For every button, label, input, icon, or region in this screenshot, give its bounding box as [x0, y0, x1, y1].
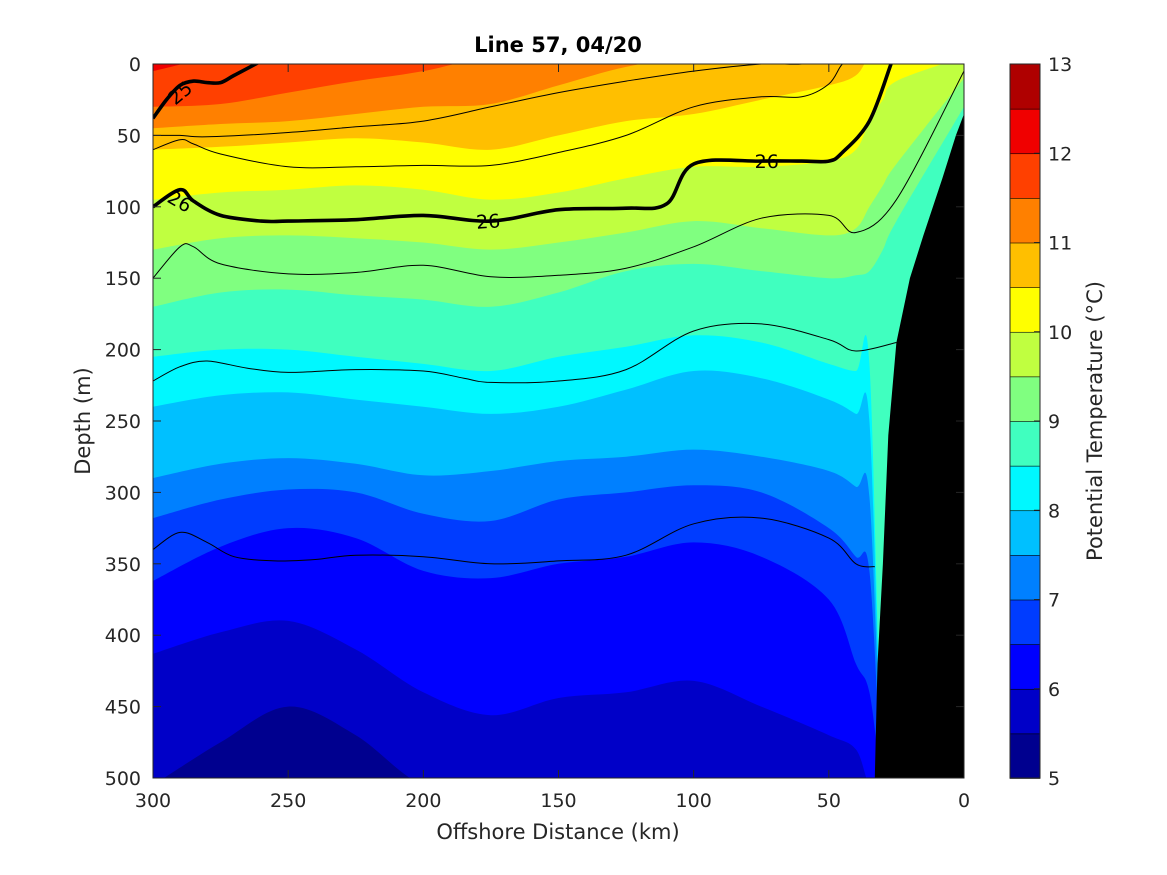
density-contours [153, 64, 964, 568]
colorbar-tick-label: 10 [1048, 322, 1072, 344]
temperature-band [153, 64, 183, 72]
x-tick-label: 150 [540, 790, 576, 812]
colorbar: 5 6 7 8 9 10 11 12 13 [1009, 54, 1072, 790]
colorbar-tick-label: 5 [1048, 768, 1060, 790]
colorbar-tick-label: 9 [1048, 411, 1060, 433]
density-contour [153, 64, 806, 138]
x-axis-label: Offshore Distance (km) [436, 820, 679, 844]
y-tick-label: 350 [105, 554, 141, 576]
density-contour [153, 516, 875, 568]
x-tick-label: 300 [135, 790, 171, 812]
contour-label: 26 [755, 151, 779, 173]
contour-label-text: 26 [755, 151, 779, 173]
colorbar-swatch [1009, 63, 1041, 110]
y-tick-label: 500 [105, 768, 141, 790]
x-tick-label: 250 [270, 790, 306, 812]
y-tick-label: 200 [105, 340, 141, 362]
x-tick-label: 0 [958, 790, 970, 812]
y-axis-label: Depth (m) [71, 367, 95, 474]
x-axis: 300 250 200 150 100 50 0 [135, 64, 970, 812]
colorbar-swatch [1009, 688, 1041, 735]
density-contour [153, 64, 844, 169]
y-tick-label: 400 [105, 625, 141, 647]
y-tick-label: 450 [105, 697, 141, 719]
colorbar-tick-label: 8 [1048, 500, 1060, 522]
y-tick-label: 300 [105, 482, 141, 504]
colorbar-swatch [1009, 465, 1041, 512]
plot-area [153, 64, 964, 778]
y-tick-label: 250 [105, 411, 141, 433]
colorbar-swatch [1009, 286, 1041, 333]
colorbar-swatch [1009, 242, 1041, 288]
y-tick-label: 150 [105, 268, 141, 290]
colorbar-swatch [1009, 331, 1041, 378]
colorbar-swatch [1009, 376, 1041, 422]
colorbar-tick-label: 6 [1048, 679, 1060, 701]
density-contour [153, 70, 964, 279]
colorbar-swatch [1009, 643, 1041, 690]
colorbar-swatch [1009, 108, 1041, 155]
x-tick-label: 200 [405, 790, 441, 812]
x-tick-label: 50 [817, 790, 841, 812]
y-tick-label: 50 [117, 125, 141, 147]
colorbar-tick-label: 12 [1048, 143, 1072, 165]
temperature-band [153, 64, 455, 107]
y-tick-label: 0 [129, 54, 141, 76]
contour-label-text: 26 [475, 210, 501, 234]
contour-label: 26 [475, 210, 501, 234]
x-tick-label: 100 [676, 790, 712, 812]
colorbar-swatch [1009, 599, 1041, 645]
density-contour-bold [153, 64, 893, 224]
colorbar-tick-label: 7 [1048, 590, 1060, 612]
chart-title: Line 57, 04/20 [474, 33, 642, 57]
continental-shelf-mask [874, 114, 964, 778]
density-contour [153, 322, 897, 384]
colorbar-label: Potential Temperature (°C) [1083, 281, 1107, 561]
colorbar-swatch [1009, 152, 1041, 199]
y-tick-label: 100 [105, 197, 141, 219]
colorbar-tick-label: 11 [1048, 233, 1072, 255]
colorbar-swatch [1009, 554, 1041, 601]
colorbar-swatch [1009, 197, 1041, 244]
density-contour-bold [153, 64, 260, 120]
colorbar-swatch [1009, 509, 1041, 556]
colorbar-swatch [1009, 733, 1041, 779]
y-axis: 0 50 100 150 200 250 300 350 400 450 500 [105, 54, 964, 790]
colorbar-swatch [1009, 420, 1041, 467]
colorbar-tick-label: 13 [1048, 54, 1072, 76]
temperature-bands [153, 64, 964, 778]
